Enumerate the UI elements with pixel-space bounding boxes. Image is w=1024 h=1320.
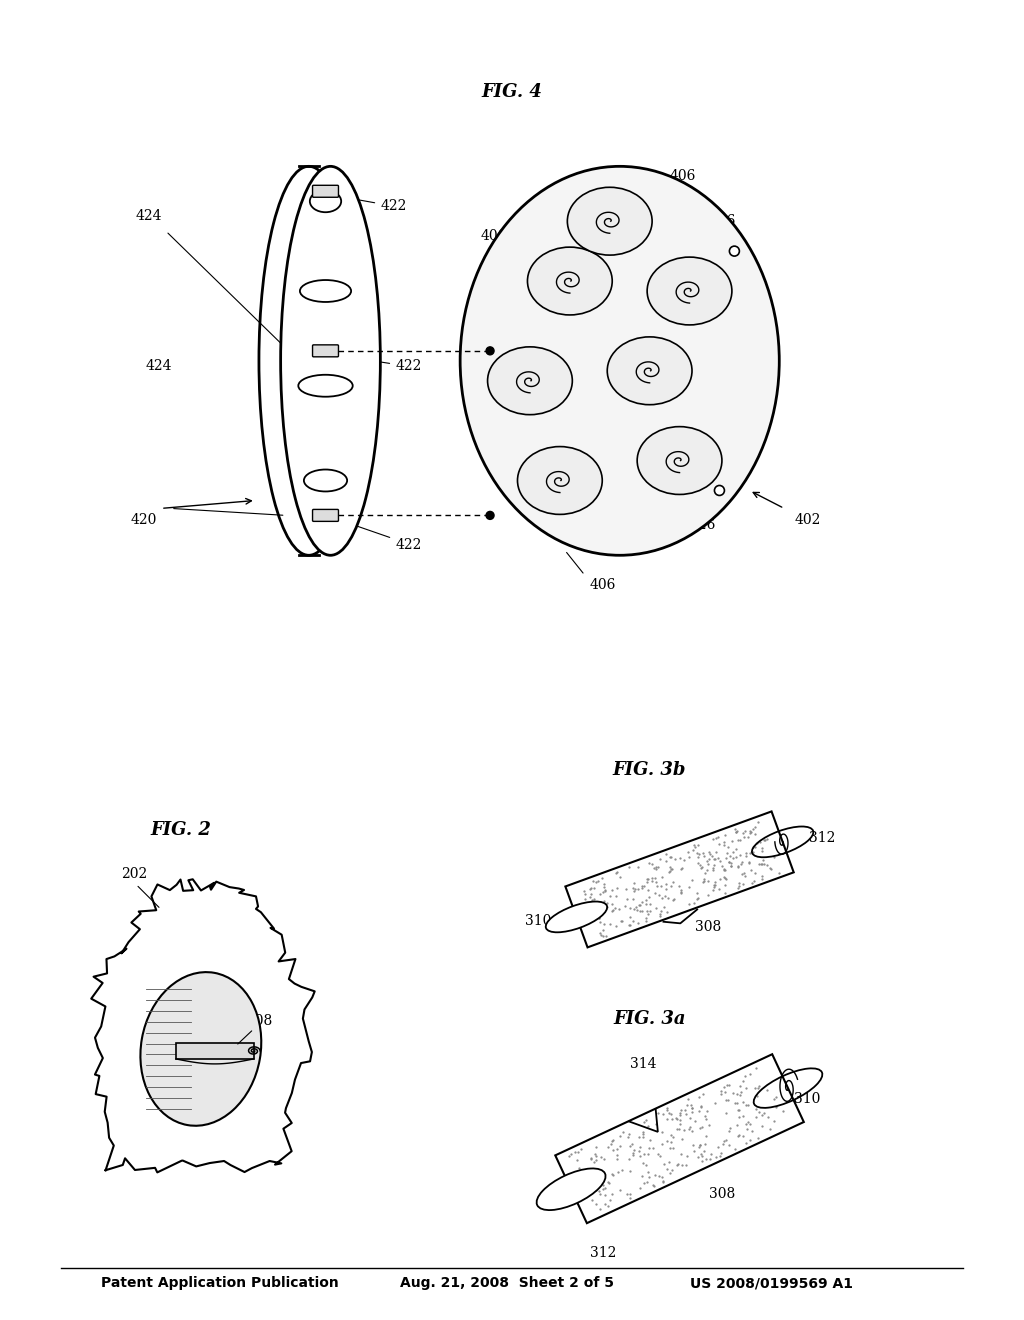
Text: 422: 422	[395, 539, 422, 552]
Text: 406: 406	[670, 169, 696, 183]
Polygon shape	[565, 812, 794, 948]
Ellipse shape	[637, 426, 722, 495]
Text: FIG. 4: FIG. 4	[481, 83, 543, 100]
Text: 314: 314	[630, 1057, 656, 1071]
FancyBboxPatch shape	[312, 185, 339, 197]
Polygon shape	[91, 879, 314, 1172]
Text: 308: 308	[710, 1187, 735, 1201]
Ellipse shape	[607, 337, 692, 405]
Ellipse shape	[281, 166, 380, 556]
Ellipse shape	[304, 470, 347, 491]
Ellipse shape	[567, 187, 652, 255]
FancyBboxPatch shape	[312, 510, 339, 521]
Text: 420: 420	[131, 513, 158, 528]
Ellipse shape	[546, 902, 607, 932]
Ellipse shape	[527, 247, 612, 315]
Ellipse shape	[298, 375, 352, 397]
Polygon shape	[555, 1055, 804, 1224]
Text: 406: 406	[590, 578, 616, 593]
Text: 402: 402	[795, 513, 820, 528]
Text: 310: 310	[525, 915, 551, 928]
Text: 312: 312	[590, 1246, 616, 1261]
Ellipse shape	[517, 446, 602, 515]
Ellipse shape	[487, 347, 572, 414]
Text: 426: 426	[689, 519, 716, 532]
Text: 422: 422	[395, 359, 422, 372]
FancyBboxPatch shape	[312, 345, 339, 356]
Text: 202: 202	[121, 867, 147, 882]
Ellipse shape	[715, 486, 724, 495]
Text: 424: 424	[146, 359, 172, 372]
Ellipse shape	[140, 972, 261, 1126]
Ellipse shape	[310, 190, 341, 213]
Polygon shape	[176, 1043, 254, 1059]
Ellipse shape	[729, 246, 739, 256]
Circle shape	[486, 347, 494, 355]
Text: 424: 424	[136, 209, 163, 223]
Text: 422: 422	[380, 199, 407, 214]
Ellipse shape	[537, 1168, 605, 1210]
Text: Aug. 21, 2008  Sheet 2 of 5: Aug. 21, 2008 Sheet 2 of 5	[400, 1276, 614, 1291]
Text: Patent Application Publication: Patent Application Publication	[101, 1276, 339, 1291]
Text: 406: 406	[480, 230, 507, 243]
Text: 406: 406	[630, 199, 656, 214]
Circle shape	[486, 511, 494, 519]
Ellipse shape	[647, 257, 732, 325]
Text: 312: 312	[809, 830, 836, 845]
Text: 426: 426	[710, 214, 736, 228]
Ellipse shape	[300, 280, 351, 302]
Text: FIG. 3b: FIG. 3b	[613, 760, 686, 779]
Text: 308: 308	[694, 920, 721, 935]
Text: 208: 208	[246, 1014, 272, 1028]
Text: FIG. 2: FIG. 2	[151, 821, 211, 838]
Text: US 2008/0199569 A1: US 2008/0199569 A1	[689, 1276, 853, 1291]
Ellipse shape	[460, 166, 779, 556]
Text: FIG. 3a: FIG. 3a	[613, 1010, 686, 1028]
Text: 310: 310	[795, 1092, 820, 1106]
